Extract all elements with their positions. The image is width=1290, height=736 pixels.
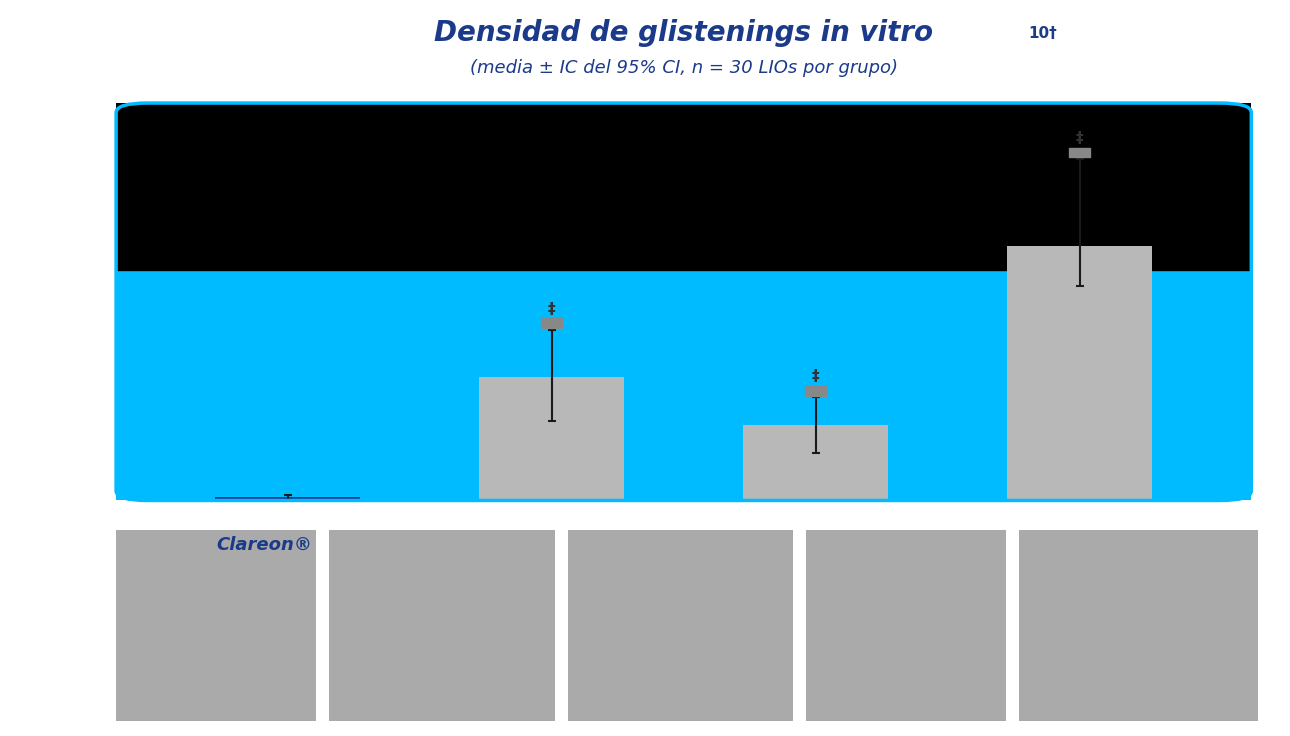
Text: 10†: 10† xyxy=(1029,26,1058,41)
Bar xyxy=(541,319,562,328)
Bar xyxy=(1007,246,1152,500)
Text: ‡: ‡ xyxy=(811,369,819,384)
Bar xyxy=(215,498,360,500)
Bar xyxy=(1069,147,1090,157)
Bar xyxy=(805,386,827,395)
Text: (media ± IC del 95% CI, n = 30 LIOs por grupo): (media ± IC del 95% CI, n = 30 LIOs por … xyxy=(470,59,898,77)
Text: ‡: ‡ xyxy=(1076,131,1084,146)
Text: ‡: ‡ xyxy=(548,302,556,317)
Bar xyxy=(479,378,624,500)
Text: Clareon®: Clareon® xyxy=(217,537,312,554)
Bar xyxy=(116,103,1251,270)
Bar xyxy=(743,425,889,500)
Text: Densidad de glistenings in vitro: Densidad de glistenings in vitro xyxy=(435,19,933,47)
